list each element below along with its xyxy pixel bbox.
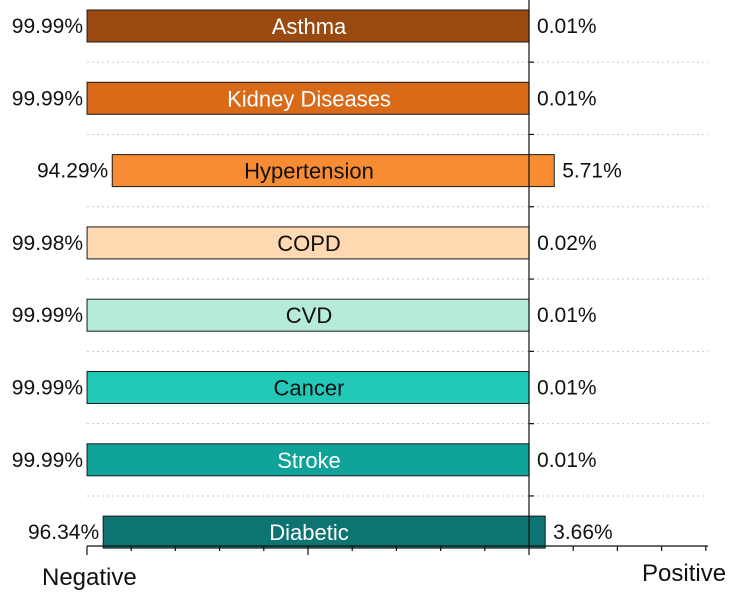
x-axis-label-negative: Negative xyxy=(42,564,137,591)
bar-cvd xyxy=(86,298,530,332)
bar-category-label: Hypertension xyxy=(244,159,374,184)
bar-hypertension xyxy=(111,154,555,188)
negative-value-label: 99.98% xyxy=(12,232,83,255)
positive-value-label: 0.01% xyxy=(537,449,597,472)
positive-value-label: 0.01% xyxy=(537,87,597,110)
negative-value-label: 99.99% xyxy=(12,377,83,400)
negative-value-label: 99.99% xyxy=(12,15,83,38)
positive-value-label: 0.01% xyxy=(537,304,597,327)
negative-value-label: 94.29% xyxy=(37,160,108,183)
bar-category-label: CVD xyxy=(286,303,332,328)
negative-value-label: 99.99% xyxy=(12,304,83,327)
bar-category-label: COPD xyxy=(277,231,341,256)
negative-value-label: 99.99% xyxy=(12,449,83,472)
x-axis-label-positive: Positive xyxy=(642,560,726,587)
positive-value-label: 0.01% xyxy=(537,377,597,400)
bar-category-label: Kidney Diseases xyxy=(227,86,391,111)
bar-stroke xyxy=(86,443,530,477)
bar-category-label: Cancer xyxy=(274,376,345,401)
negative-value-label: 99.99% xyxy=(12,87,83,110)
gridlines xyxy=(87,61,708,497)
positive-value-label: 0.02% xyxy=(537,232,597,255)
negative-value-label: 96.34% xyxy=(28,521,99,544)
bar-category-label: Asthma xyxy=(272,14,347,39)
bar-cancer xyxy=(86,371,530,404)
bar-diabetic xyxy=(102,515,546,549)
positive-value-label: 3.66% xyxy=(553,521,613,544)
bar-category-label: Stroke xyxy=(277,448,341,473)
bars: Asthma 99.99% 0.01% Kidney Diseases 99.99% 0.… xyxy=(12,9,622,549)
axes xyxy=(86,0,708,555)
bar-category-label: Diabetic xyxy=(269,520,348,545)
positive-value-label: 0.01% xyxy=(537,15,597,38)
bar-asthma xyxy=(86,9,530,43)
positive-value-label: 5.71% xyxy=(562,160,622,183)
